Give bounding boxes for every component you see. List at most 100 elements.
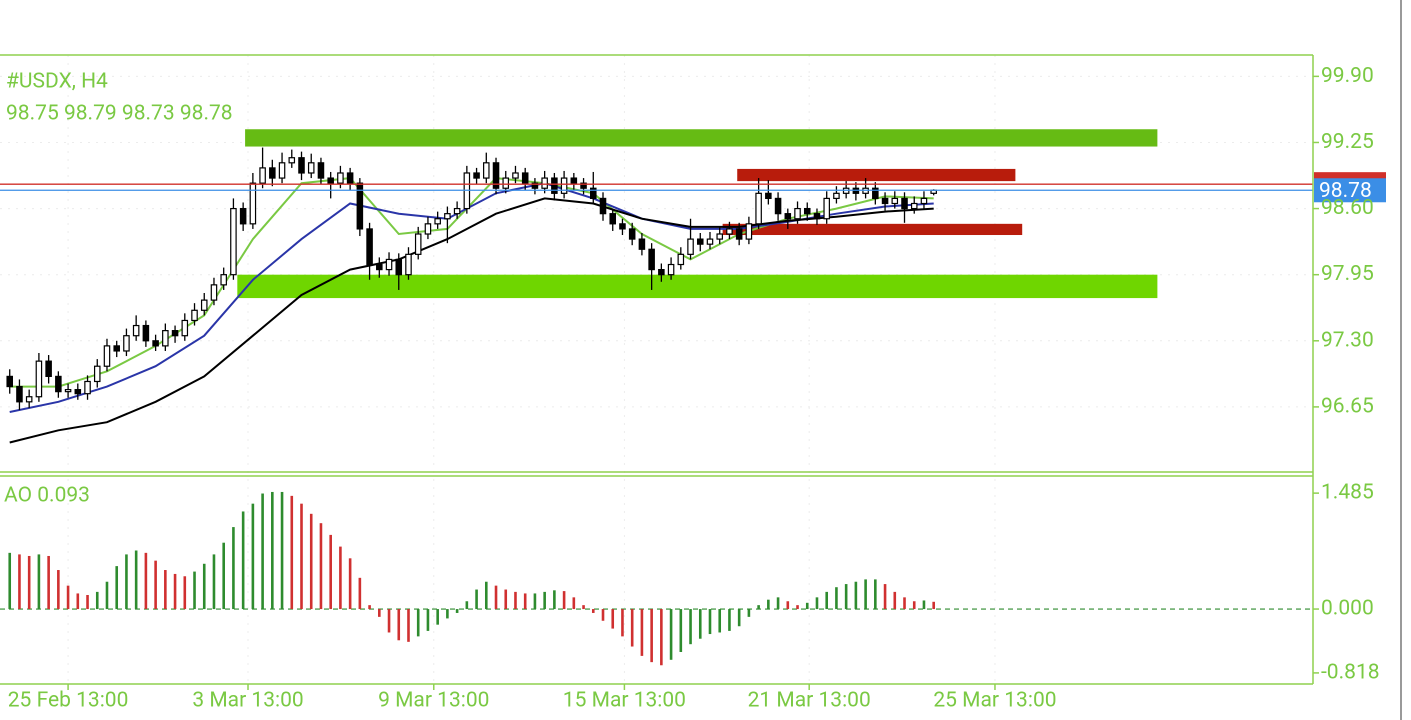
ao-bar: [475, 589, 478, 610]
ao-bar: [903, 597, 906, 610]
ao-bar: [465, 601, 469, 610]
x-tick-label: 9 Mar 13:00: [378, 689, 489, 713]
ao-bar: [514, 591, 517, 610]
ao-bar: [660, 609, 663, 666]
candle-body: [735, 228, 743, 240]
candle-body: [220, 274, 227, 286]
zone: [237, 274, 1158, 299]
candle-body: [45, 360, 52, 377]
indicator-title: AO 0.093: [4, 484, 90, 508]
ao-bar: [261, 493, 264, 610]
candle-body: [405, 253, 412, 276]
candle-body: [570, 177, 578, 184]
ao-bar: [241, 511, 245, 610]
ao-bar: [767, 599, 770, 610]
y-tick-label: 0.000: [1321, 597, 1374, 621]
y-tick-label: -0.818: [1321, 660, 1380, 684]
ao-bar: [222, 542, 225, 610]
candle-body: [93, 365, 101, 383]
ao-bar: [650, 609, 653, 663]
x-tick-label: 25 Mar 13:00: [933, 689, 1056, 713]
candle-body: [823, 197, 830, 220]
candle-body: [881, 197, 889, 205]
ao-bar: [164, 570, 167, 610]
ao-bar: [815, 597, 819, 610]
ao-bar: [844, 584, 848, 610]
candle-body: [920, 197, 928, 205]
candle-body: [531, 182, 539, 189]
ao-bar: [387, 609, 391, 633]
candle-body: [288, 157, 296, 164]
candle-body: [356, 182, 364, 230]
y-tick-label: 97.30: [1321, 328, 1374, 352]
y-tick-label: 99.90: [1321, 64, 1374, 88]
candle-body: [434, 218, 441, 225]
candle-body: [813, 213, 821, 220]
ao-bar: [747, 609, 751, 617]
ao-bar: [154, 560, 157, 610]
ao-bar: [86, 595, 89, 610]
candle-body: [833, 192, 840, 200]
candle-body: [667, 263, 675, 276]
candle-body: [113, 345, 120, 352]
ao-bar: [864, 579, 867, 610]
ao-bar: [854, 581, 858, 610]
candle-body: [337, 172, 344, 184]
candle-body: [901, 197, 908, 210]
chart-title: #USDX, H4: [6, 70, 108, 94]
y-tick-label: 96.65: [1321, 394, 1374, 418]
ao-bar: [533, 593, 537, 610]
ao-bar: [883, 584, 887, 610]
ao-bar: [893, 591, 897, 610]
ao-bar: [504, 589, 508, 610]
ohlc-readout: 98.75 98.79 98.73 98.78: [6, 102, 233, 126]
candle-body: [84, 380, 91, 395]
candle-body: [16, 385, 23, 403]
zone: [737, 168, 1016, 182]
ao-bar: [251, 503, 255, 610]
candle-body: [716, 233, 723, 240]
candle-body: [142, 324, 150, 342]
ao-bar: [757, 605, 760, 610]
x-tick-label: 25 Feb 13:00: [8, 689, 129, 713]
ao-bar: [874, 579, 877, 610]
candle-body: [473, 172, 480, 179]
price-tag-label: 98.78: [1319, 179, 1372, 203]
ao-bar: [18, 554, 21, 610]
candle-body: [560, 177, 568, 194]
ao-bar: [358, 577, 362, 610]
candle-body: [745, 223, 753, 240]
ao-bar: [718, 609, 722, 633]
ao-bar: [669, 609, 673, 660]
candle-body: [181, 319, 189, 337]
candle-body: [239, 207, 247, 225]
ao-bar: [105, 581, 109, 610]
candle-body: [512, 172, 519, 179]
candle-body: [152, 340, 159, 347]
candle-body: [872, 187, 879, 200]
ao-bar: [397, 609, 401, 641]
zone: [245, 129, 1158, 147]
candle-body: [424, 223, 432, 235]
ao-bar: [825, 591, 829, 610]
candle-body: [55, 375, 62, 393]
ao-bar: [115, 566, 119, 610]
candle-body: [25, 396, 33, 403]
ao-bar: [339, 546, 342, 610]
candle-body: [677, 253, 685, 266]
ao-bar: [805, 602, 809, 610]
candle-body: [774, 197, 782, 215]
candle-body: [298, 157, 305, 174]
y-tick-label: 97.95: [1321, 262, 1374, 286]
ao-bar: [621, 609, 624, 637]
ao-bar: [523, 593, 527, 610]
ao-bar: [37, 554, 41, 610]
ao-bar: [144, 552, 148, 610]
candle-body: [658, 269, 665, 276]
ao-bar: [708, 609, 712, 635]
ao-bar: [8, 552, 12, 610]
ao-bar: [300, 503, 303, 610]
candle-body: [123, 335, 130, 352]
candle-body: [444, 213, 451, 220]
